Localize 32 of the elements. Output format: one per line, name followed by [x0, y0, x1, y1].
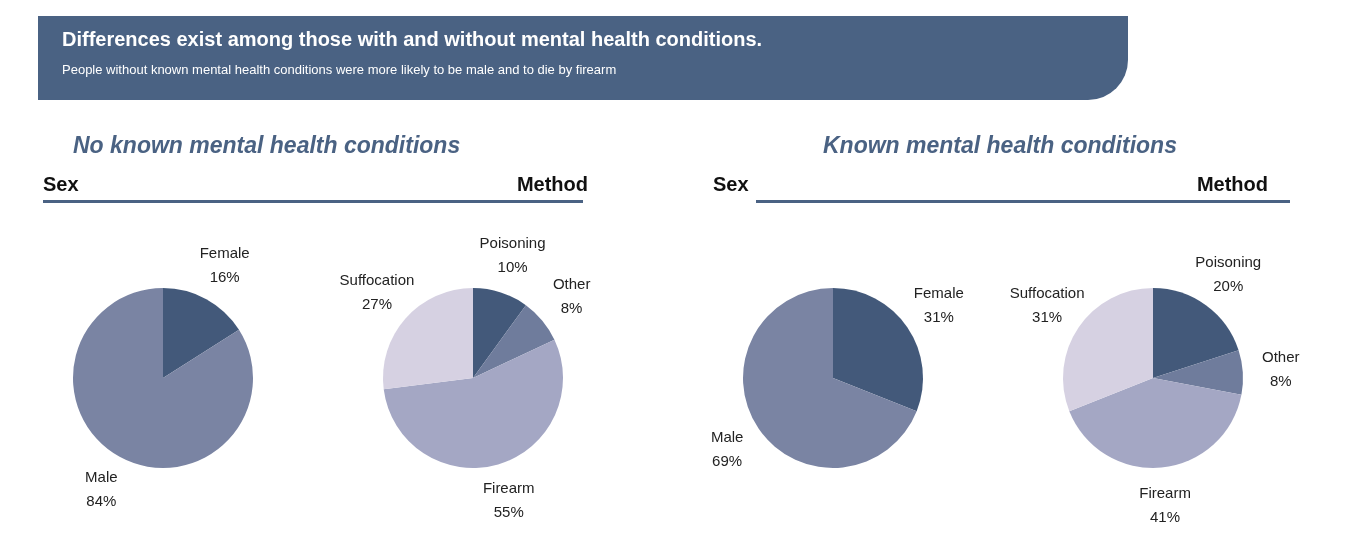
slice-label: Suffocation [339, 271, 415, 289]
data-label: 8% [560, 298, 583, 316]
slice-label: Poisoning [1195, 252, 1262, 270]
data-label: 84% [86, 492, 117, 510]
slice-label: Male [85, 468, 118, 486]
data-label: 16% [209, 267, 240, 285]
chart-title: Method [516, 173, 588, 196]
data-label: 10% [497, 258, 528, 276]
data-label: 41% [1150, 507, 1181, 525]
slice-label: Female [199, 243, 250, 261]
data-label: 31% [923, 308, 954, 326]
data-label: 8% [1269, 372, 1292, 390]
slice-label: Firearm [1139, 483, 1191, 501]
text: Differences exist among those with and without mental health conditions. [62, 28, 763, 51]
slice-label: Firearm [482, 479, 535, 497]
slice-label: Suffocation [1009, 284, 1085, 302]
data-label: 31% [1032, 308, 1063, 326]
slice-label: Male [710, 428, 744, 446]
data-label: 20% [1213, 276, 1244, 294]
chart-subtitle: Known mental health conditions [823, 132, 1177, 159]
chart-subtitle: No known mental health conditions [73, 132, 461, 159]
slice-label: Female [913, 284, 964, 302]
slice-label: Poisoning [479, 234, 546, 252]
chart-title: Method [1196, 173, 1268, 196]
data-label: 27% [361, 295, 392, 313]
slice-label: Other [552, 274, 591, 292]
chart-title: Sex [713, 173, 749, 196]
data-label: 55% [493, 503, 524, 521]
slice-label: Other [1261, 348, 1300, 366]
text: People without known mental health conditions were more likely to be male and to die by firearm [62, 62, 617, 77]
chart-title: Sex [43, 173, 79, 196]
data-label: 69% [712, 452, 743, 470]
